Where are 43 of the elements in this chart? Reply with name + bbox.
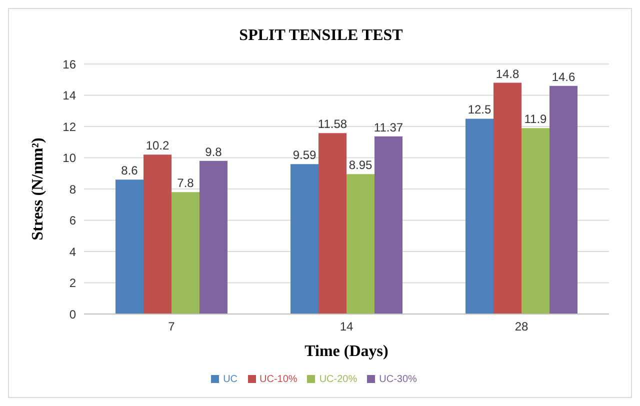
y-tick-label: 10 (62, 151, 76, 166)
y-tick-label: 6 (69, 214, 76, 228)
bar (494, 82, 522, 314)
data-label: 14.6 (552, 70, 576, 84)
bar (144, 154, 172, 314)
data-label: 12.5 (468, 102, 492, 117)
bar (318, 133, 346, 314)
bar (522, 128, 550, 314)
data-label: 8.6 (121, 164, 138, 178)
y-tick-label: 12 (62, 120, 76, 134)
bar (346, 174, 374, 314)
chart-title: SPLIT TENSILE TEST (238, 27, 404, 45)
bar (116, 180, 144, 314)
data-label: 9.8 (205, 144, 222, 159)
legend-label: UC-30% (379, 374, 417, 385)
y-tick-label: 14 (62, 88, 76, 103)
bar (466, 118, 494, 314)
x-tick-label: 14 (340, 320, 354, 334)
x-tick-label: 7 (168, 320, 176, 334)
y-tick-label: 4 (69, 244, 76, 259)
y-axis-title: Stress (N/mm²) (30, 138, 47, 240)
data-label: 7.8 (177, 176, 194, 190)
data-label: 8.95 (348, 158, 372, 172)
legend-label: UC-10% (260, 374, 298, 385)
y-tick-label: 2 (69, 276, 76, 290)
y-tick-label: 8 (69, 182, 76, 196)
bar (200, 160, 228, 314)
x-axis-title: Time (Days) (304, 343, 388, 360)
data-label: 10.2 (146, 138, 170, 153)
data-label: 9.59 (292, 148, 316, 162)
legend-label: UC-20% (319, 374, 358, 385)
bar (290, 164, 318, 314)
bar (374, 136, 402, 314)
data-label: 11.58 (318, 117, 348, 132)
x-tick-label: 28 (514, 320, 528, 334)
legend-label: UC (223, 374, 238, 385)
bar (550, 86, 578, 314)
y-tick-label: 16 (62, 57, 76, 72)
data-label: 14.8 (496, 66, 520, 81)
data-label: 11.9 (524, 112, 548, 126)
bar (172, 192, 200, 314)
y-tick-label: 0 (69, 307, 76, 322)
data-label: 11.37 (374, 120, 404, 134)
